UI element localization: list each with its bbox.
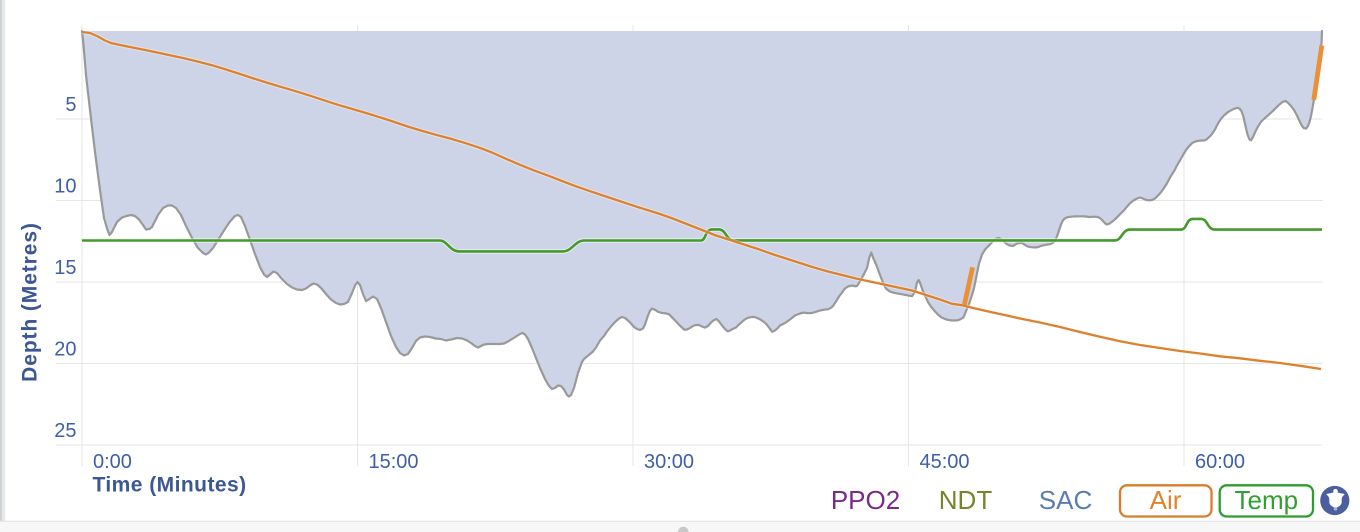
svg-text:25: 25 bbox=[54, 420, 76, 442]
svg-text:Air: Air bbox=[1150, 485, 1182, 515]
svg-text:5: 5 bbox=[65, 94, 76, 116]
svg-text:0:00: 0:00 bbox=[93, 451, 132, 473]
svg-text:45:00: 45:00 bbox=[920, 451, 970, 473]
svg-text:SAC: SAC bbox=[1039, 485, 1092, 515]
svg-text:30:00: 30:00 bbox=[644, 451, 694, 473]
svg-text:NDT: NDT bbox=[939, 485, 993, 515]
svg-text:15:00: 15:00 bbox=[369, 451, 419, 473]
svg-text:Temp: Temp bbox=[1235, 485, 1299, 515]
svg-text:Time (Minutes): Time (Minutes) bbox=[93, 474, 247, 497]
svg-text:PPO2: PPO2 bbox=[831, 485, 900, 515]
svg-text:20: 20 bbox=[54, 339, 76, 361]
svg-text:Depth (Metres): Depth (Metres) bbox=[19, 222, 42, 382]
svg-text:60:00: 60:00 bbox=[1195, 451, 1245, 473]
svg-text:10: 10 bbox=[54, 176, 76, 198]
svg-text:15: 15 bbox=[54, 257, 76, 279]
